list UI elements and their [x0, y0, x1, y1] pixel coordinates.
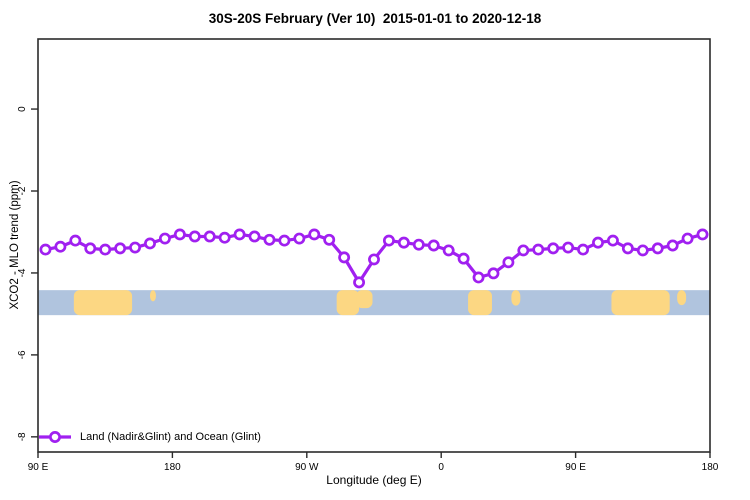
data-point-marker	[293, 232, 306, 245]
data-point-marker	[84, 242, 97, 255]
data-point-marker	[577, 243, 590, 256]
x-tick-label: 180	[702, 462, 719, 473]
data-point-marker	[651, 242, 664, 255]
legend: Land (Nadir&Glint) and Ocean (Glint)	[38, 429, 261, 445]
x-tick-label: 90 E	[565, 462, 586, 473]
data-point-marker	[517, 244, 530, 257]
data-point-marker	[696, 228, 709, 241]
data-point-marker	[442, 244, 455, 257]
x-tick-label: 180	[164, 462, 181, 473]
data-point-marker	[129, 241, 142, 254]
x-tick-label: 0	[438, 462, 444, 473]
data-point-marker	[457, 252, 470, 265]
land-segment-africa	[468, 290, 492, 316]
land-segment-new-caledonia	[150, 290, 156, 302]
data-point-marker	[382, 234, 395, 247]
data-point-marker	[412, 238, 425, 251]
data-point-marker	[681, 232, 694, 245]
data-point-marker	[562, 241, 575, 254]
data-point-marker	[621, 242, 634, 255]
data-point-marker	[472, 271, 485, 284]
data-point-marker	[427, 239, 440, 252]
land-segment-south-america-e	[356, 290, 373, 309]
y-tick-label: -6	[17, 350, 28, 359]
data-point-marker	[278, 234, 291, 247]
land-segment-south-america-w	[336, 290, 360, 316]
data-point-marker	[592, 236, 604, 249]
data-point-marker	[397, 236, 410, 249]
data-point-marker	[99, 243, 112, 256]
data-point-marker	[69, 234, 82, 247]
land-segment-australia	[73, 290, 133, 316]
data-point-marker	[114, 242, 127, 255]
data-point-marker	[203, 230, 216, 243]
y-axis-label: XCO2 - MLO trend (ppm)	[9, 180, 21, 310]
land-segment-madagascar	[511, 290, 521, 306]
data-point-marker	[487, 267, 500, 280]
ocean-strip	[38, 290, 710, 316]
data-point-marker	[173, 228, 186, 241]
chart-title: 30S-20S February (Ver 10) 2015-01-01 to …	[208, 11, 542, 26]
land-segment-new-caledonia-2	[677, 290, 687, 306]
land-segment-australia-2	[611, 290, 670, 316]
data-point-marker	[144, 237, 156, 250]
y-tick-label: 0	[17, 106, 28, 112]
data-point-marker	[158, 232, 171, 245]
data-point-marker	[666, 239, 679, 252]
data-point-marker	[218, 231, 231, 244]
data-point-marker	[368, 253, 380, 266]
x-tick-label: 90 W	[295, 462, 319, 473]
data-point-marker	[39, 243, 52, 256]
data-point-marker	[54, 240, 67, 253]
x-tick-label: 90 E	[28, 462, 49, 473]
data-point-marker	[532, 243, 545, 256]
y-tick-label: -8	[17, 432, 28, 441]
data-point-marker	[323, 233, 336, 246]
y-tick-label: -2	[17, 186, 28, 195]
plot-border	[37, 38, 711, 453]
data-point-marker	[502, 256, 515, 269]
legend-label: Land (Nadir&Glint) and Ocean (Glint)	[80, 431, 261, 443]
x-axis-label: Longitude (deg E)	[326, 473, 422, 487]
data-point-marker	[263, 233, 276, 246]
y-tick-label: -4	[17, 268, 28, 277]
data-point-marker	[188, 230, 201, 243]
data-point-marker	[233, 228, 246, 241]
data-point-marker	[338, 251, 351, 264]
data-point-marker	[606, 234, 619, 247]
data-point-marker	[308, 228, 321, 241]
data-point-marker	[353, 276, 366, 289]
data-point-marker	[636, 244, 649, 257]
legend-marker-icon	[39, 431, 71, 443]
data-point-marker	[248, 230, 261, 243]
data-point-marker	[547, 242, 560, 255]
